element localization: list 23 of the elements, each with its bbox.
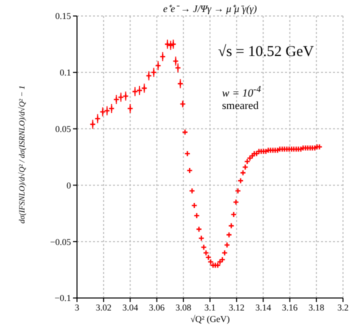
- y-tick-label: −0.1: [54, 293, 71, 304]
- x-tick-label: 3.04: [122, 302, 139, 312]
- x-tick-label: 3: [74, 302, 80, 312]
- x-tick-label: 3.2: [337, 302, 349, 312]
- x-tick-label: 3.12: [228, 302, 244, 312]
- chart-title: e⁺e⁻ → J/Ψγ → μ⁺μ⁻γ(γ): [162, 3, 258, 15]
- annotation: smeared: [222, 100, 259, 112]
- x-tick-label: 3.02: [96, 302, 112, 312]
- x-tick-label: 3.18: [308, 302, 325, 312]
- x-tick-label: 3.14: [255, 302, 272, 312]
- y-tick-label: 0: [66, 180, 72, 190]
- x-tick-label: 3.08: [176, 302, 192, 312]
- x-tick-label: 3.06: [148, 302, 166, 312]
- y-tick-label: −0.05: [50, 236, 72, 247]
- y-tick-label: 0.1: [60, 68, 71, 78]
- x-axis-title: √Q² (GeV): [190, 314, 230, 324]
- annotation: w = 10$^{-4}$: [222, 84, 261, 100]
- y-tick-label: 0.15: [55, 11, 72, 22]
- y-tick-label: 0.05: [55, 124, 72, 134]
- x-tick-label: 3.16: [282, 302, 298, 312]
- annotation: √s = 10.52 GeV: [218, 44, 314, 61]
- y-axis-title: dσ(IFSNLO)/d√Q² / dσ(ISRNLO)/d√Q² − 1: [18, 84, 26, 226]
- x-tick-label: 3.1: [204, 302, 216, 312]
